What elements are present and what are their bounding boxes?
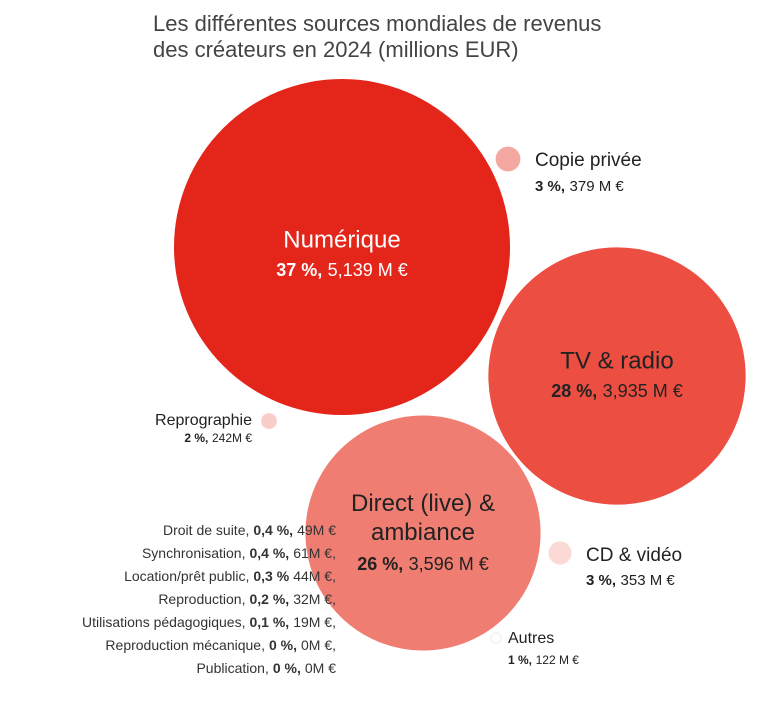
label-line: Direct (live) & [351,490,495,517]
value-label: 242M € [212,431,252,445]
other-source: Utilisations pédagogiques, 0,1 %, 19M €, [82,614,336,630]
source-share: 0,1 %, [249,614,289,630]
bubble-value: 2 %, 242M € [184,431,252,445]
share-label: 2 %, [184,431,208,445]
chart-title: Les différentes sources mondiales de rev… [153,11,601,36]
share-label: 3 %, [535,178,565,195]
share-label: 1 %, [508,653,532,667]
bubble [548,541,572,565]
bubble-label: Copie privée [535,150,642,171]
source-name: Reproduction mécanique, [105,637,265,653]
bubble-label: Autres [508,630,554,647]
source-share: 0 %, [273,660,301,676]
other-source: Location/prêt public, 0,3 % 44M €, [124,568,336,584]
source-value: 61M €, [293,545,336,561]
source-share: 0,3 % [253,568,289,584]
share-label: 28 %, [551,381,597,401]
bubble-value: 3 %, 353 M € [586,572,675,589]
bubble-value: 26 %, 3,596 M € [357,554,488,574]
label-line: ambiance [371,519,475,546]
bubble-label: Direct (live) & ambiance [351,490,495,546]
value-label: 3,596 M € [409,554,489,574]
source-name: Reproduction, [158,591,245,607]
value-label: 353 M € [621,572,676,589]
source-name: Location/prêt public, [124,568,249,584]
source-value: 44M €, [293,568,336,584]
source-name: Droit de suite, [163,522,249,538]
value-label: 3,935 M € [603,381,683,401]
source-name: Utilisations pédagogiques, [82,614,245,630]
bubble [174,79,510,415]
bubble-value: 3 %, 379 M € [535,178,624,195]
share-label: 37 %, [276,260,322,280]
value-label: 122 M € [536,653,580,667]
source-share: 0,4 %, [249,545,289,561]
value-label: 5,139 M € [328,260,408,280]
source-share: 0,4 %, [253,522,293,538]
other-source: Droit de suite, 0,4 %, 49M € [163,522,336,538]
bubble [490,632,502,644]
source-share: 0 %, [269,637,297,653]
source-value: 32M €, [293,591,336,607]
source-name: Publication, [196,660,268,676]
bubble [488,247,746,505]
other-source: Synchronisation, 0,4 %, 61M €, [142,545,336,561]
chart-title: des créateurs en 2024 (millions EUR) [153,37,519,62]
bubble-value: 37 %, 5,139 M € [276,260,407,280]
share-label: 3 %, [586,572,616,589]
source-name: Synchronisation, [142,545,246,561]
other-source: Reproduction mécanique, 0 %, 0M €, [105,637,336,653]
bubble-label: Reprographie [155,412,252,429]
other-source: Publication, 0 %, 0M € [196,660,336,676]
bubble [305,415,541,651]
source-value: 0M € [305,660,336,676]
bubble-label: TV & radio [560,347,673,374]
source-share: 0,2 %, [249,591,289,607]
value-label: 379 M € [570,178,625,195]
bubble-label: CD & vidéo [586,545,682,566]
bubble-value: 28 %, 3,935 M € [551,381,682,401]
bubble-value: 1 %, 122 M € [508,653,579,667]
bubble [261,413,277,429]
bubble [495,146,521,172]
bubble-label: Numérique [283,226,400,253]
source-value: 19M €, [293,614,336,630]
other-source: Reproduction, 0,2 %, 32M €, [158,591,336,607]
share-label: 26 %, [357,554,403,574]
source-value: 0M €, [301,637,336,653]
source-value: 49M € [297,522,336,538]
